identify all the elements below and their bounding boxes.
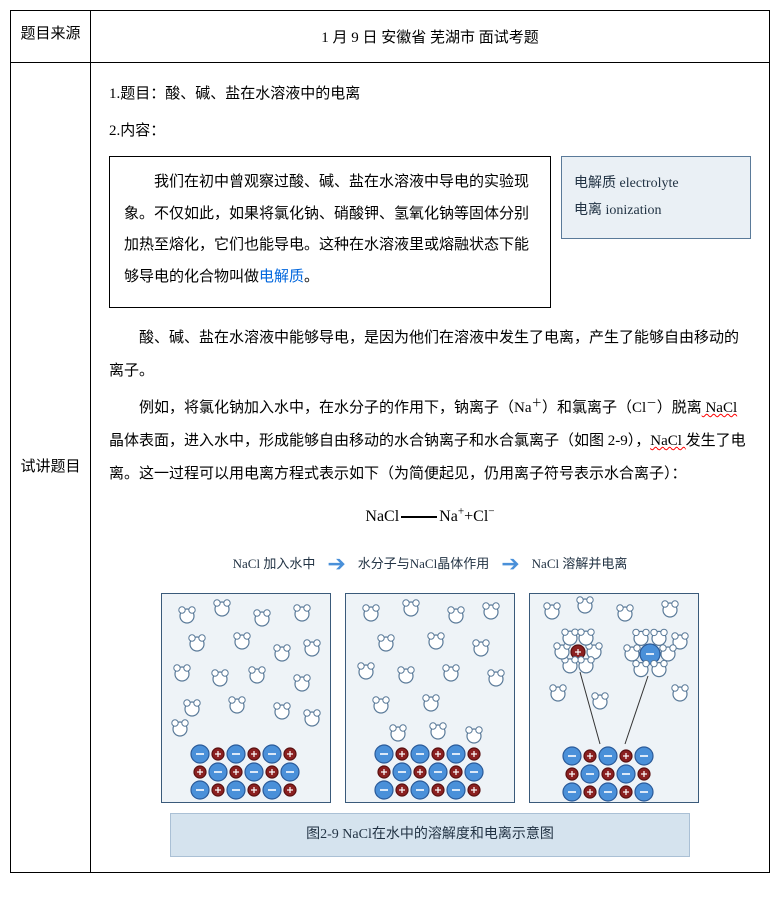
stage-label-1: NaCl 加入水中	[233, 550, 316, 579]
diagram-header: NaCl 加入水中 ➔ 水分子与NaCl晶体作用 ➔ NaCl 溶解并电离	[109, 540, 751, 588]
diagram: NaCl 加入水中 ➔ 水分子与NaCl晶体作用 ➔ NaCl 溶解并电离	[109, 540, 751, 857]
header-content: 1 月 9 日 安徽省 芜湖市 面试考题	[321, 30, 539, 46]
main-label: 试讲题目	[20, 459, 80, 475]
header-content-cell: 1 月 9 日 安徽省 芜湖市 面试考题	[91, 11, 770, 63]
arrow-icon: ➔	[327, 540, 345, 588]
para-2: 酸、碱、盐在水溶液中能够导电，是因为他们在溶液中发生了电离，产生了能够自由移动的…	[109, 322, 751, 388]
panel-2	[345, 593, 515, 803]
definition-para: 我们在初中曾观察过酸、碱、盐在水溶液中导电的实验现象。不仅如此，如果将氯化钠、硝…	[124, 167, 536, 293]
panels	[109, 593, 751, 803]
vocab-line-2: 电离 ionization	[574, 198, 738, 225]
main-label-cell: 试讲题目	[11, 63, 91, 873]
panel-3-svg	[530, 594, 699, 803]
inset-row: 我们在初中曾观察过酸、碱、盐在水溶液中导电的实验现象。不仅如此，如果将氯化钠、硝…	[109, 156, 751, 308]
content-line: 2.内容：	[109, 115, 751, 148]
header-label-cell: 题目来源	[11, 11, 91, 63]
equals-line	[401, 516, 437, 518]
electrolyte-link[interactable]: 电解质	[259, 269, 304, 285]
stage-label-2: 水分子与NaCl晶体作用	[358, 550, 489, 579]
stage-label-3: NaCl 溶解并电离	[532, 550, 628, 579]
arrow-icon: ➔	[501, 540, 519, 588]
diagram-caption: 图2-9 NaCl在水中的溶解度和电离示意图	[170, 813, 690, 858]
definition-box: 我们在初中曾观察过酸、碱、盐在水溶液中导电的实验现象。不仅如此，如果将氯化钠、硝…	[109, 156, 551, 308]
vocab-box: 电解质 electrolyte 电离 ionization	[561, 156, 751, 239]
title-line: 1.题目：酸、碱、盐在水溶液中的电离	[109, 78, 751, 111]
vocab-line-1: 电解质 electrolyte	[574, 171, 738, 198]
header-label: 题目来源	[20, 26, 80, 42]
main-content-cell: 1.题目：酸、碱、盐在水溶液中的电离 2.内容： 我们在初中曾观察过酸、碱、盐在…	[91, 63, 770, 873]
nacl-underline-1: NaCl	[702, 400, 737, 416]
para-3: 例如，将氯化钠加入水中，在水分子的作用下，钠离子（Na＋）和氯离子（Cl－）脱离…	[109, 392, 751, 491]
panel-1	[161, 593, 331, 803]
panel-3	[529, 593, 699, 803]
equation: NaClNa++Cl−	[109, 499, 751, 534]
panel-1-svg	[162, 594, 331, 803]
panel-2-svg	[346, 594, 515, 803]
nacl-underline-2: NaCl	[650, 433, 685, 449]
document-table: 题目来源 1 月 9 日 安徽省 芜湖市 面试考题 试讲题目 1.题目：酸、碱、…	[10, 10, 770, 873]
